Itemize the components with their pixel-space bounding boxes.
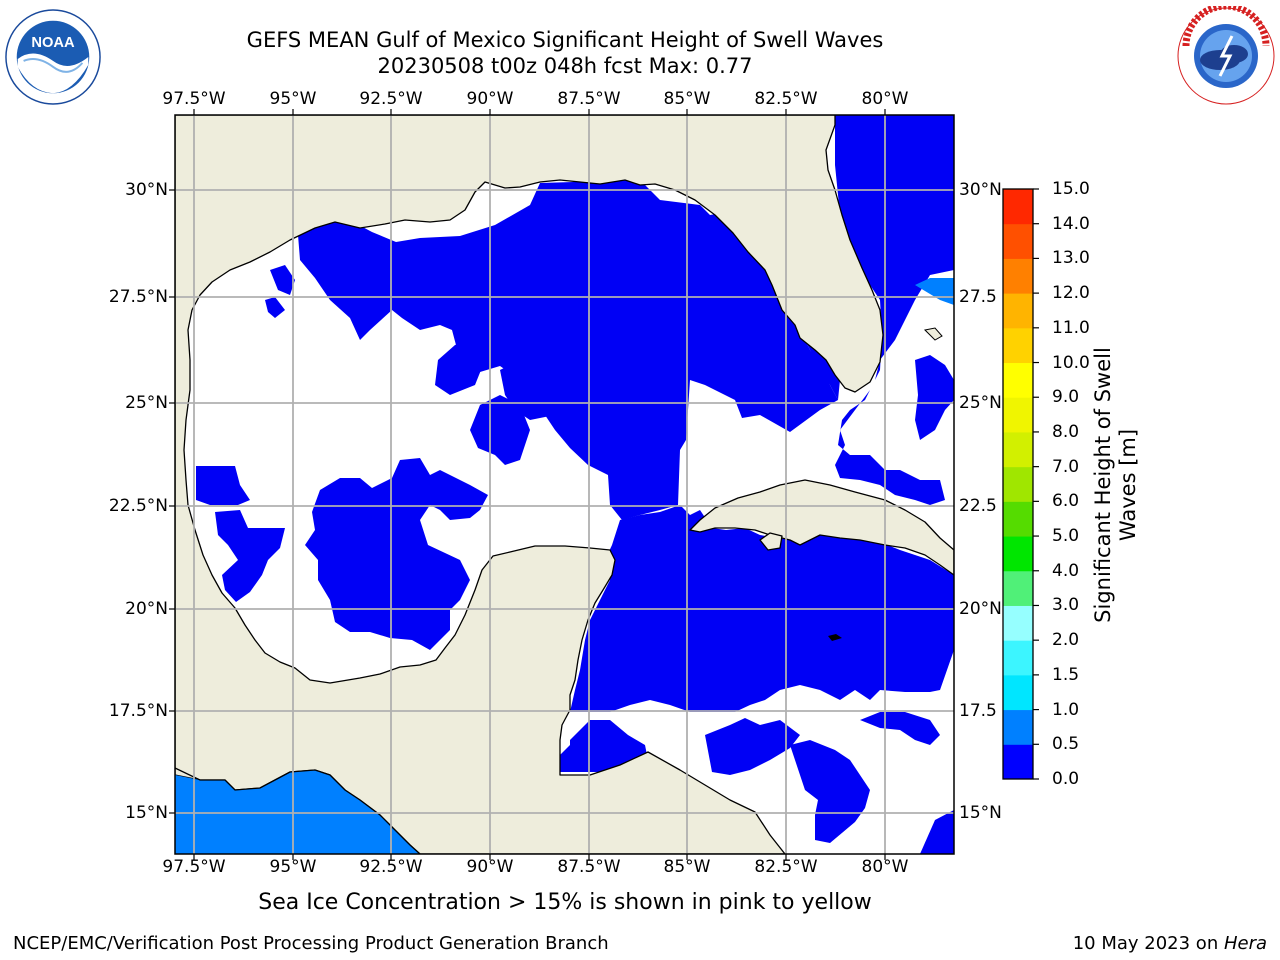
noaa-logo-icon: NOAA xyxy=(5,9,101,105)
lat-label-right: 30°N xyxy=(959,180,1002,200)
colorbar-tick-label: 1.5 xyxy=(1052,664,1080,685)
map-subtitle: 20230508 t00z 048h fcst Max: 0.77 xyxy=(377,54,753,78)
colorbar-segment xyxy=(1003,362,1033,398)
colorbar-tick-label: 6.0 xyxy=(1052,491,1080,512)
lat-label-left: 15°N xyxy=(125,803,168,823)
lon-label-bottom: 82.5°W xyxy=(754,857,818,877)
footer-date-text: 10 May 2023 on xyxy=(1072,933,1224,954)
lon-label-bottom: 85°W xyxy=(663,857,711,877)
axis-ticks xyxy=(169,109,886,860)
lat-label-left: 30°N xyxy=(125,180,168,200)
colorbar-tick-label: 1.0 xyxy=(1052,699,1080,720)
colorbar-segment xyxy=(1003,744,1033,780)
colorbar-segment xyxy=(1003,709,1033,745)
island-outline xyxy=(828,634,842,641)
colorbar-segment xyxy=(1003,258,1033,294)
colorbar-tick-label: 2.0 xyxy=(1052,630,1080,651)
colorbar-segment xyxy=(1003,189,1033,225)
lat-label-right: 27.5 xyxy=(959,287,997,307)
lat-label-left: 27.5°N xyxy=(108,287,168,307)
lon-label-top: 97.5°W xyxy=(162,89,226,109)
lat-label-right: 17.5 xyxy=(959,701,997,721)
map-frame xyxy=(174,114,955,855)
lon-label-bottom: 87.5°W xyxy=(557,857,621,877)
colorbar-segment xyxy=(1003,640,1033,676)
island-outline xyxy=(923,327,943,341)
colorbar-segment xyxy=(1003,674,1033,711)
lon-label-top: 85°W xyxy=(663,89,711,109)
footer-host: Hera xyxy=(1223,933,1267,954)
colorbar-tick-label: 13.0 xyxy=(1052,248,1090,269)
lon-label-top: 95°W xyxy=(269,89,317,109)
colorbar-tick-label: 10.0 xyxy=(1052,352,1090,373)
svg-text:NOAA: NOAA xyxy=(31,35,75,51)
colorbar-tick-label: 12.0 xyxy=(1052,283,1090,304)
colorbar-segment xyxy=(1003,501,1033,537)
pacific-coastline xyxy=(175,767,421,854)
colorbar-segment xyxy=(1003,570,1033,606)
colorbar-tick-label: 0.0 xyxy=(1052,769,1080,789)
colorbar-tick-label: 14.0 xyxy=(1052,213,1090,234)
colorbar xyxy=(1003,188,1039,780)
colorbar-tick-label: 15.0 xyxy=(1052,179,1090,199)
lat-label-right: 25°N xyxy=(959,393,1002,413)
colorbar-tick-label: 4.0 xyxy=(1052,560,1080,581)
lat-label-right: 20°N xyxy=(959,599,1002,619)
colorbar-segment xyxy=(1003,327,1033,364)
colorbar-segment xyxy=(1003,431,1033,468)
colorbar-tick-label: 9.0 xyxy=(1052,387,1080,408)
lon-label-top: 87.5°W xyxy=(557,89,621,109)
colorbar-segment xyxy=(1003,293,1033,329)
lon-label-top: 90°W xyxy=(466,89,514,109)
colorbar-tick-label: 8.0 xyxy=(1052,421,1080,442)
lon-label-bottom: 97.5°W xyxy=(162,857,226,877)
colorbar-segment xyxy=(1003,397,1033,433)
colorbar-tick-label: 3.0 xyxy=(1052,595,1080,616)
lon-label-top: 92.5°W xyxy=(359,89,423,109)
sea-ice-note: Sea Ice Concentration > 15% is shown in … xyxy=(258,890,872,915)
pacific-swell-area xyxy=(175,770,420,854)
footer-date: 10 May 2023 on Hera xyxy=(1073,933,1267,954)
lon-label-top: 82.5°W xyxy=(754,89,818,109)
lon-label-bottom: 80°W xyxy=(861,857,909,877)
colorbar-frame xyxy=(1002,188,1034,780)
lon-label-bottom: 92.5°W xyxy=(359,857,423,877)
graticule xyxy=(175,115,954,854)
lat-label-left: 25°N xyxy=(125,393,168,413)
lat-label-right: 15°N xyxy=(959,803,1002,823)
colorbar-tick-label: 5.0 xyxy=(1052,526,1080,547)
colorbar-segment xyxy=(1003,605,1033,641)
colorbar-segment xyxy=(1003,466,1033,502)
lat-label-left: 20°N xyxy=(125,599,168,619)
map-title: GEFS MEAN Gulf of Mexico Significant Hei… xyxy=(246,28,884,52)
colorbar-tick-label: 11.0 xyxy=(1052,317,1090,338)
colorbar-title: Significant Height of Swell Waves [m] xyxy=(1091,347,1140,623)
lat-label-left: 17.5°N xyxy=(108,701,168,721)
colorbar-segment xyxy=(1003,223,1033,259)
lat-label-left: 22.5°N xyxy=(108,496,168,516)
lon-label-bottom: 90°W xyxy=(466,857,514,877)
footer-credit: NCEP/EMC/Verification Post Processing Pr… xyxy=(13,933,609,954)
colorbar-tick-label: 0.5 xyxy=(1052,734,1080,755)
colorbar-tick-label: 7.0 xyxy=(1052,456,1080,477)
lat-label-right: 22.5 xyxy=(959,496,997,516)
colorbar-segment xyxy=(1003,536,1033,572)
land-areas xyxy=(175,115,954,854)
lon-label-top: 80°W xyxy=(861,89,909,109)
nws-logo-icon xyxy=(1177,6,1275,105)
lon-label-bottom: 95°W xyxy=(269,857,317,877)
